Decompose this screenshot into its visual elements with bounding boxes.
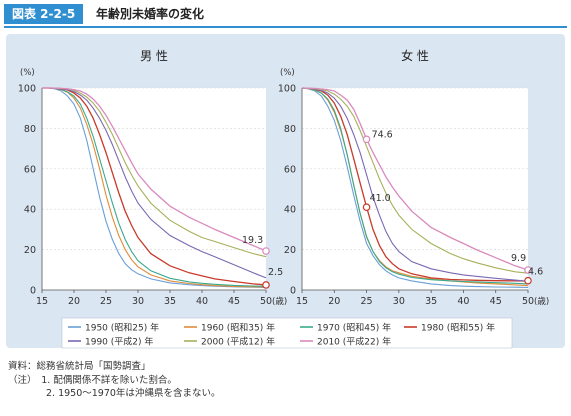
panel-1-x-tick-label: 35 — [164, 296, 176, 307]
panel-1-x-tick-label: 30 — [132, 296, 144, 307]
panel-2-y-tick-label: 0 — [290, 286, 296, 297]
panel-2-x-tick-label: 30 — [393, 296, 405, 307]
panel-1-x-tick-label: 45 — [228, 296, 240, 307]
panel-1-x-tick-label: 25 — [100, 296, 112, 307]
panel-1-x-unit: (歳) — [272, 296, 287, 307]
header-rule — [4, 26, 567, 28]
panel-2-y-tick-label: 40 — [284, 205, 296, 216]
panel-1-y-tick-label: 60 — [24, 164, 36, 175]
panel-2-annotation-marker — [362, 135, 371, 144]
panel-1-annotation-marker — [262, 247, 270, 255]
panel-2-title: 女 性 — [401, 48, 429, 63]
legend-label: 1980 (昭和55) 年 — [421, 322, 495, 334]
panel-1-plot-area — [42, 88, 266, 290]
panel-2-annotation-marker — [362, 203, 371, 211]
panel-1-y-tick-label: 80 — [24, 124, 36, 135]
panel-2-annotation-marker — [524, 276, 532, 285]
panel-2-x-tick-label: 40 — [457, 296, 469, 307]
legend-label: 1960 (昭和35) 年 — [201, 322, 275, 334]
panel-2-series-line-1 — [301, 87, 529, 288]
panel-1-y-tick-label: 40 — [24, 205, 36, 216]
panel-2-annotation-label: 74.6 — [372, 129, 393, 140]
panel-1-x-tick-label: 40 — [196, 296, 208, 307]
notes: 資料：総務省統計局「国勢調査」 （注） 1. 配偶関係不詳を除いた割合。 2. … — [8, 360, 220, 401]
panel-1-x-tick-label: 50 — [260, 296, 272, 307]
panel-2-x-unit: (歳) — [534, 296, 549, 307]
panel-1-series-line-1 — [42, 87, 267, 288]
panel-2-y-tick-label: 100 — [278, 84, 296, 95]
panel-1-y-unit: (%) — [20, 68, 35, 78]
panel-2-series-line-6 — [301, 87, 529, 274]
panel-1-x-tick-label: 15 — [36, 296, 48, 307]
panel-2-y-tick-label: 80 — [284, 124, 296, 135]
panel-2-series-line-3 — [301, 87, 529, 285]
panel-2-series-line-5 — [301, 87, 529, 282]
legend-box — [61, 317, 513, 349]
panel-1-y-tick-label: 0 — [30, 286, 36, 297]
legend-label: 1950 (昭和25) 年 — [85, 322, 159, 334]
panel-1-x-tick-label: 20 — [68, 296, 80, 307]
panel-2-series-line-4 — [301, 87, 529, 282]
note-2: 2. 1950～1970年は沖縄県を含まない。 — [8, 388, 221, 399]
panel-1-annotation-label: 19.3 — [242, 235, 263, 246]
panel-1-y-tick-label: 20 — [24, 245, 36, 256]
note-1: （注） 1. 配偶関係不詳を除いた割合。 — [8, 374, 177, 386]
panel-1-annotation-label: 2.5 — [268, 267, 283, 278]
figure-header: 図表 2-2-5 年齢別未婚率の変化 — [0, 0, 571, 28]
panel-1-series-line-3 — [42, 87, 267, 287]
panel-1-title: 男 性 — [140, 49, 168, 63]
panel-2-plot-area — [302, 88, 528, 290]
legend-label: 2000 (平成12) 年 — [201, 336, 275, 348]
panel-2-x-tick-label: 45 — [490, 296, 502, 307]
panel-2-annotation-label: 9.9 — [511, 253, 526, 264]
panel-1-y-tick-label: 100 — [18, 84, 36, 95]
figure-label: 図表 2-2-5 — [4, 4, 84, 24]
legend-label: 1990 (平成2) 年 — [85, 336, 153, 348]
panel-2-x-tick-label: 25 — [361, 296, 373, 307]
note-source: 資料：総務省統計局「国勢調査」 — [8, 361, 151, 372]
panel-2-x-tick-label: 50 — [522, 296, 534, 307]
panel-1-series-line-7 — [42, 87, 267, 252]
panel-2-annotation-marker — [524, 266, 532, 274]
panel-2-x-tick-label: 35 — [425, 296, 437, 307]
panel-2-annotation-label: 41.0 — [370, 193, 391, 204]
panel-2-x-tick-label: 15 — [296, 296, 308, 307]
legend-label: 1970 (昭和45) 年 — [317, 322, 391, 334]
panel-2-annotation-label: 4.6 — [528, 267, 543, 278]
panel-2-x-tick-label: 20 — [328, 296, 340, 307]
panel-2-y-tick-label: 60 — [284, 164, 296, 175]
panel-2-y-unit: (%) — [280, 68, 295, 78]
panel-2-y-tick-label: 20 — [284, 245, 296, 256]
figure-title: 年齢別未婚率の変化 — [96, 7, 205, 21]
panel-2-series-line-7 — [301, 87, 529, 271]
panel-1-annotation-marker — [262, 281, 270, 289]
legend-label: 2010 (平成22) 年 — [317, 336, 391, 348]
